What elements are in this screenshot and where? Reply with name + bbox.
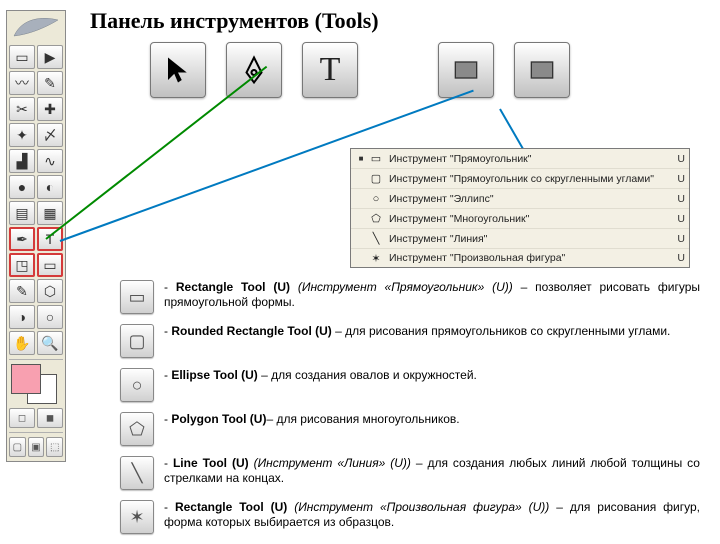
tool-descriptions: ▭ - Rectangle Tool (U) (Инструмент «Прямо… (120, 280, 700, 544)
tool-btn-20[interactable]: ◑ (9, 305, 35, 329)
description-text: - Rounded Rectangle Tool (U) – для рисов… (164, 324, 670, 339)
description-row-0: ▭ - Rectangle Tool (U) (Инструмент «Прямо… (120, 280, 700, 314)
edit-mode-btn-1[interactable]: ◼ (37, 408, 63, 428)
description-icon: ○ (120, 368, 154, 402)
menu-item-5[interactable]: ✶Инструмент "Произвольная фигура"U (351, 249, 689, 267)
description-icon: ╲ (120, 456, 154, 490)
menu-item-icon: ✶ (367, 252, 385, 265)
menu-mark: ■ (355, 154, 367, 163)
menu-item-4[interactable]: ╲Инструмент "Линия"U (351, 229, 689, 249)
separator (9, 359, 63, 360)
description-row-5: ✶ - Rectangle Tool (U) (Инструмент «Произ… (120, 500, 700, 534)
screen-mode-btn-1[interactable]: ▣ (28, 437, 45, 457)
description-icon: ⬠ (120, 412, 154, 446)
description-row-4: ╲ - Line Tool (U) (Инструмент «Линия» (U)… (120, 456, 700, 490)
edit-mode-btn-0[interactable]: ◻ (9, 408, 35, 428)
menu-item-shortcut: U (671, 252, 685, 264)
tool-btn-4[interactable]: ✂ (9, 97, 35, 121)
rect-tool-big-1 (438, 42, 494, 98)
tool-btn-9[interactable]: ∿ (37, 149, 63, 173)
menu-item-shortcut: U (671, 173, 685, 185)
screen-mode-btn-2[interactable]: ⬚ (46, 437, 63, 457)
tool-btn-6[interactable]: ✦ (9, 123, 35, 147)
page-title: Панель инструментов (Tools) (90, 8, 379, 34)
type-tool-big: T (302, 42, 358, 98)
title-main: Панель инструментов (90, 8, 309, 33)
title-paren: (Tools) (315, 8, 379, 33)
description-row-2: ○ - Ellipse Tool (U) – для создания овало… (120, 368, 700, 402)
tool-btn-1[interactable]: ▶ (37, 45, 63, 69)
menu-item-shortcut: U (671, 153, 685, 165)
tool-btn-22[interactable]: ✋ (9, 331, 35, 355)
description-icon: ✶ (120, 500, 154, 534)
move-tool-big (150, 42, 206, 98)
menu-item-0[interactable]: ■▭Инструмент "Прямоугольник"U (351, 149, 689, 169)
tool-btn-13[interactable]: ▦ (37, 201, 63, 225)
enlarged-tool-icons: T (150, 42, 570, 98)
menu-item-label: Инструмент "Произвольная фигура" (385, 252, 671, 264)
description-icon: ▢ (120, 324, 154, 358)
menu-item-3[interactable]: ⬠Инструмент "Многоугольник"U (351, 209, 689, 229)
tool-btn-21[interactable]: ○ (37, 305, 63, 329)
menu-item-shortcut: U (671, 193, 685, 205)
menu-item-icon: ╲ (367, 232, 385, 245)
tool-btn-17[interactable]: ▭ (37, 253, 63, 277)
tool-btn-19[interactable]: ⬡ (37, 279, 63, 303)
menu-item-icon: ○ (367, 193, 385, 205)
tool-btn-12[interactable]: ▤ (9, 201, 35, 225)
menu-item-label: Инструмент "Многоугольник" (385, 213, 671, 225)
screen-mode-btn-0[interactable]: ▢ (9, 437, 26, 457)
menu-item-icon: ▢ (367, 172, 385, 185)
foreground-color-swatch[interactable] (11, 364, 41, 394)
description-text: - Rectangle Tool (U) (Инструмент «Произв… (164, 500, 700, 530)
tool-btn-10[interactable]: ● (9, 175, 35, 199)
tool-btn-8[interactable]: ▟ (9, 149, 35, 173)
description-icon: ▭ (120, 280, 154, 314)
menu-item-1[interactable]: ▢Инструмент "Прямоугольник со скругленны… (351, 169, 689, 189)
tool-btn-23[interactable]: 🔍 (37, 331, 63, 355)
menu-item-icon: ▭ (367, 152, 385, 165)
menu-item-label: Инструмент "Эллипс" (385, 193, 671, 205)
tool-btn-14[interactable]: ✒ (9, 227, 35, 251)
tool-btn-16[interactable]: ◳ (9, 253, 35, 277)
menu-item-2[interactable]: ○Инструмент "Эллипс"U (351, 189, 689, 209)
description-text: - Line Tool (U) (Инструмент «Линия» (U))… (164, 456, 700, 486)
description-row-3: ⬠ - Polygon Tool (U)– для рисования много… (120, 412, 700, 446)
shape-tools-menu: ■▭Инструмент "Прямоугольник"U▢Инструмент… (350, 148, 690, 268)
description-text: - Polygon Tool (U)– для рисования многоу… (164, 412, 460, 427)
description-row-1: ▢ - Rounded Rectangle Tool (U) – для рисо… (120, 324, 700, 358)
toolbox-panel: ▭▶〰✎✂✚✦〆▟∿●◐▤▦✒T◳▭✎⬡◑○✋🔍 ◻◼ ▢▣⬚ (6, 10, 66, 462)
menu-item-icon: ⬠ (367, 212, 385, 225)
description-text: - Rectangle Tool (U) (Инструмент «Прямоу… (164, 280, 700, 310)
menu-item-label: Инструмент "Линия" (385, 233, 671, 245)
tool-btn-7[interactable]: 〆 (37, 123, 63, 147)
menu-item-label: Инструмент "Прямоугольник" (385, 153, 671, 165)
toolbox-header-icon (9, 13, 63, 43)
menu-item-shortcut: U (671, 233, 685, 245)
menu-item-shortcut: U (671, 213, 685, 225)
tool-btn-5[interactable]: ✚ (37, 97, 63, 121)
tool-btn-18[interactable]: ✎ (9, 279, 35, 303)
tool-btn-2[interactable]: 〰 (9, 71, 35, 95)
separator (9, 432, 63, 433)
tool-btn-11[interactable]: ◐ (37, 175, 63, 199)
color-swatches[interactable] (9, 364, 63, 406)
description-text: - Ellipse Tool (U) – для создания овалов… (164, 368, 477, 383)
tool-btn-3[interactable]: ✎ (37, 71, 63, 95)
menu-item-label: Инструмент "Прямоугольник со скругленным… (385, 173, 671, 185)
tool-btn-0[interactable]: ▭ (9, 45, 35, 69)
rect-tool-big-2 (514, 42, 570, 98)
